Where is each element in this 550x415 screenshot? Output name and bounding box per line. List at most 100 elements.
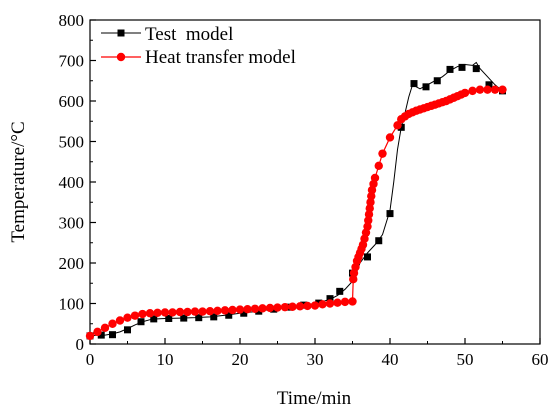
y-axis-title: Temperature/°C	[8, 121, 29, 242]
heat-transfer-model-point	[115, 316, 125, 325]
heat-transfer-model-point	[108, 319, 117, 328]
test-model-point	[375, 237, 383, 245]
legend-heat-transfer-model-label: Heat transfer model	[145, 47, 296, 68]
x-axis-title: Time/min	[277, 388, 352, 409]
heat-transfer-model-point	[123, 313, 132, 322]
test-model-point	[326, 295, 334, 303]
y-tick-label: 0	[76, 335, 85, 354]
test-model-point	[386, 210, 394, 218]
y-tick-label: 300	[59, 214, 85, 233]
x-tick-label: 0	[86, 350, 95, 369]
heat-transfer-model-point	[385, 133, 395, 142]
test-model-point	[364, 253, 371, 261]
y-tick-label: 200	[59, 254, 85, 273]
heat-transfer-model-point	[348, 297, 357, 306]
heat-transfer-model-point	[220, 306, 230, 315]
test-model-point	[397, 123, 405, 131]
heat-transfer-model-point	[168, 308, 177, 317]
heat-transfer-model-point	[468, 86, 477, 96]
heat-transfer-model-point	[205, 306, 215, 316]
test-model-point	[240, 309, 248, 317]
heat-transfer-model-point	[153, 308, 162, 318]
test-model-point	[336, 287, 344, 295]
test-model-point	[124, 326, 131, 334]
heat-transfer-model-point	[85, 331, 95, 341]
heat-transfer-model-point	[160, 308, 170, 317]
heat-transfer-model-point	[483, 85, 492, 94]
test-model-point	[472, 65, 480, 73]
test-model-point	[458, 63, 466, 71]
heat-transfer-model-point	[295, 302, 305, 311]
test-model-point	[485, 81, 493, 89]
heat-transfer-model-point	[490, 85, 500, 94]
heat-transfer-model-point	[183, 307, 192, 317]
heat-transfer-model-point	[333, 298, 342, 307]
heat-transfer-model-point	[280, 302, 290, 312]
test-model-point	[210, 313, 218, 321]
heat-transfer-model-point	[228, 305, 237, 315]
heat-transfer-model-point	[250, 304, 260, 313]
heat-transfer-model-point	[374, 161, 383, 170]
heat-transfer-model-point	[258, 304, 267, 313]
test-model-point	[137, 318, 145, 326]
heat-transfer-model-point	[288, 302, 297, 311]
legend-heat-transfer-model-marker	[116, 52, 126, 62]
heat-transfer-model-point	[100, 323, 110, 332]
heat-transfer-model-point	[130, 311, 140, 320]
heat-transfer-model-point	[198, 307, 207, 316]
test-model-point	[422, 83, 430, 91]
heat-transfer-model-line	[89, 89, 503, 337]
test-model-point	[97, 331, 105, 339]
x-tick-label: 10	[157, 350, 174, 369]
heat-transfer-model-point	[460, 88, 470, 98]
x-tick-label: 20	[232, 350, 249, 369]
test-model-point	[165, 314, 173, 322]
y-tick-label: 600	[59, 92, 85, 111]
series-layer	[85, 61, 507, 341]
heat-transfer-model-point	[265, 303, 275, 313]
x-tick-label: 30	[307, 350, 324, 369]
y-tick-label: 400	[59, 173, 85, 192]
heat-transfer-model-point	[190, 307, 200, 316]
test-model-point	[109, 331, 116, 339]
heat-transfer-model-point	[243, 304, 252, 314]
test-model-point	[433, 77, 441, 85]
test-model-point	[446, 65, 454, 73]
heat-transfer-model-point	[235, 305, 245, 314]
heat-transfer-model-point	[145, 309, 155, 318]
legend-test-model-label: Test model	[145, 24, 233, 45]
y-tick-label: 500	[59, 133, 85, 152]
y-tick-label: 100	[59, 295, 85, 314]
heat-transfer-model-point	[175, 307, 185, 317]
test-model-point	[410, 80, 418, 88]
x-tick-label: 60	[532, 350, 549, 369]
heat-transfer-model-point	[93, 327, 102, 337]
heat-transfer-model-point	[213, 306, 222, 315]
test-model-point	[225, 311, 233, 319]
test-model-point	[150, 315, 158, 323]
x-tick-label: 40	[382, 350, 399, 369]
heat-transfer-model-point	[138, 309, 147, 319]
heat-transfer-model-point	[325, 299, 335, 308]
heat-transfer-model-point	[498, 85, 507, 94]
y-tick-label: 800	[59, 11, 85, 30]
heat-transfer-model-point	[303, 301, 312, 311]
test-model-point	[195, 314, 203, 322]
legend-test-model-marker	[117, 29, 125, 37]
heat-transfer-model-point	[378, 149, 387, 158]
heat-transfer-model-point	[310, 301, 320, 310]
heat-transfer-model-point	[475, 85, 485, 94]
test-model-point	[180, 314, 188, 322]
heat-transfer-model-point	[273, 303, 282, 312]
plot-frame	[89, 19, 541, 345]
test-model-point	[255, 307, 263, 315]
y-tick-label: 700	[59, 52, 85, 71]
x-tick-label: 50	[457, 350, 474, 369]
heat-transfer-model-point	[340, 297, 350, 307]
heat-transfer-model-point	[318, 300, 327, 309]
heat-transfer-model-point	[370, 173, 380, 183]
heat-transfer-model-point	[393, 121, 402, 130]
